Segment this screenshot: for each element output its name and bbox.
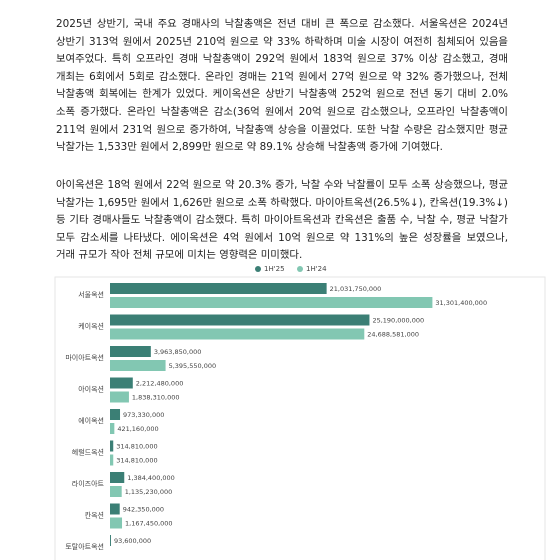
value-label: 5,395,550,000 — [169, 362, 217, 370]
value-label: 1,384,400,000 — [127, 474, 175, 482]
value-label: 942,350,000 — [123, 506, 164, 514]
value-label: 314,810,000 — [116, 443, 157, 451]
chart: 1H'25 1H'24 서울옥션 21,031,750,000 31,301,400,0… — [54, 265, 546, 560]
bar — [110, 360, 166, 371]
value-label: 21,031,750,000 — [330, 285, 382, 293]
value-label: 31,301,400,000 — [435, 299, 487, 307]
category-label: 라이즈아트 — [72, 479, 105, 488]
category-label: 서울옥션 — [78, 290, 104, 299]
value-label: 24,688,581,000 — [367, 331, 419, 339]
bar — [110, 503, 120, 515]
bar — [110, 391, 129, 403]
value-label: 3,963,850,000 — [154, 348, 202, 356]
paragraph: 2025년 상반기, 국내 주요 경매사의 낙찰총액은 전년 대비 큰 폭으로 … — [56, 18, 508, 154]
bar — [110, 486, 122, 497]
category-label: 칸옥션 — [85, 511, 104, 520]
bar — [110, 377, 133, 389]
value-label: 1,135,230,000 — [125, 488, 173, 496]
legend-label: 1H'25 — [264, 265, 285, 273]
bar — [110, 297, 433, 308]
value-label: 2,212,480,000 — [136, 380, 184, 388]
bar — [110, 454, 114, 466]
legend-swatch — [297, 266, 303, 272]
bar — [110, 346, 151, 357]
bar — [110, 517, 123, 529]
chart-frame — [54, 276, 546, 560]
paragraph: 아이옥션은 18억 원에서 22억 원으로 약 20.3% 증가, 낙찰 수와 … — [56, 179, 508, 262]
bar — [110, 440, 114, 452]
value-label: 1,838,310,000 — [132, 394, 180, 402]
bar — [110, 535, 111, 546]
category-label: 아이옥션 — [78, 385, 104, 394]
bar — [110, 328, 365, 340]
value-label: 421,160,000 — [117, 425, 158, 433]
bar — [110, 283, 327, 294]
bar — [110, 423, 115, 434]
bar — [110, 314, 370, 326]
legend-swatch — [255, 266, 261, 272]
bar — [110, 409, 121, 420]
value-label: 1,167,450,000 — [125, 520, 173, 528]
value-label: 93,600,000 — [114, 537, 151, 545]
category-label: 토탈아트옥션 — [65, 542, 104, 551]
value-label: 25,190,000,000 — [372, 317, 424, 325]
value-label: 973,330,000 — [123, 411, 164, 419]
category-label: 에이옥션 — [78, 416, 104, 425]
bar — [110, 472, 125, 483]
value-label: 314,810,000 — [116, 457, 157, 465]
category-label: 헤럴드옥션 — [72, 448, 104, 457]
category-label: 케이옥션 — [78, 322, 104, 331]
legend-label: 1H'24 — [306, 265, 327, 273]
category-label: 마이아트옥션 — [65, 353, 104, 362]
